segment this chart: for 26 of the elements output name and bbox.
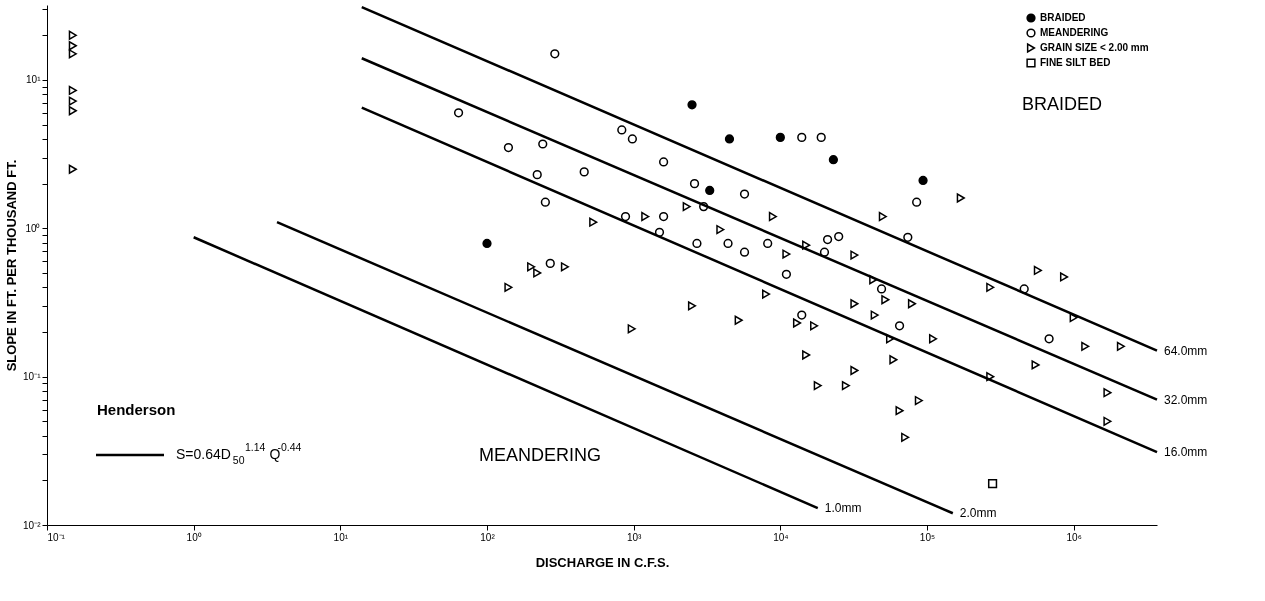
series-label: 1.0mm bbox=[824, 501, 862, 516]
series-label: 2.0mm bbox=[959, 506, 997, 521]
legend-label: BRAIDED bbox=[1040, 12, 1086, 23]
annotation: Henderson bbox=[97, 401, 176, 418]
x-tick-label: 10⁻¹ bbox=[47, 531, 66, 543]
series-label: 64.0mm bbox=[1164, 343, 1208, 358]
x-tick-label: 10⁴ bbox=[773, 531, 789, 543]
annotation: MEANDERING bbox=[478, 445, 602, 465]
y-tick-label: 10⁻² bbox=[23, 519, 42, 531]
series-label: 16.0mm bbox=[1164, 445, 1208, 460]
y-tick-label: 10¹ bbox=[26, 74, 42, 86]
y-axis-title: SLOPE IN FT. PER THOUSAND FT. bbox=[4, 159, 20, 372]
y-tick-label: 10⁰ bbox=[25, 222, 41, 234]
x-tick-label: 10² bbox=[480, 531, 496, 543]
x-axis-title: DISCHARGE IN C.F.S. bbox=[535, 554, 670, 570]
annotation: BRAIDED bbox=[1021, 94, 1103, 114]
x-tick-label: 10³ bbox=[626, 531, 643, 543]
x-tick-label: 10¹ bbox=[333, 531, 349, 543]
x-tick-label: 10⁵ bbox=[919, 531, 936, 543]
x-tick-label: 10⁶ bbox=[1066, 531, 1082, 543]
legend-label: GRAIN SIZE < 2.00 mm bbox=[1040, 42, 1149, 53]
x-tick-label: 10⁰ bbox=[186, 531, 202, 543]
legend-label: MEANDERING bbox=[1040, 27, 1109, 38]
legend-label: FINE SILT BED bbox=[1040, 57, 1111, 68]
series-label: 32.0mm bbox=[1164, 392, 1208, 407]
y-tick-label: 10⁻¹ bbox=[23, 371, 42, 383]
